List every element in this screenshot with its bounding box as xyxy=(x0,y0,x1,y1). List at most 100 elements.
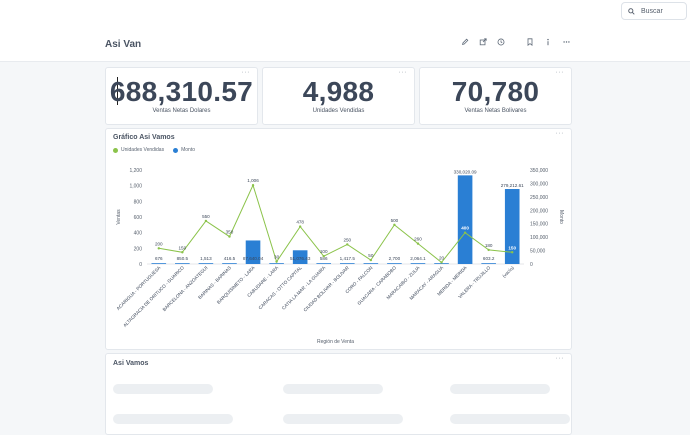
legend-line-swatch xyxy=(113,147,118,153)
left-axis-tick-label: 200 xyxy=(134,246,143,252)
line-point-7 xyxy=(322,254,325,258)
line-data-label: 260 xyxy=(414,237,422,242)
left-axis-tick-label: 600 xyxy=(134,215,143,221)
line-point-6 xyxy=(298,225,302,228)
line-data-label: 550 xyxy=(202,214,210,219)
right-axis-tick-label: 300,000 xyxy=(530,181,548,187)
right-axis-tick-label: 0 xyxy=(530,262,533,268)
line-point-2 xyxy=(204,219,208,223)
more-options-icon[interactable] xyxy=(560,36,572,48)
line-point-8 xyxy=(346,243,349,246)
line-point-14 xyxy=(487,248,490,252)
kpi-more-icon[interactable]: ··· xyxy=(398,69,407,76)
bar-data-label: 51,076.43 xyxy=(290,256,311,261)
kpi-label: Unidades Vendidas xyxy=(312,108,365,114)
bar-0 xyxy=(151,263,167,264)
bar-data-label: 603.2 xyxy=(483,256,495,261)
line-data-label: 150 xyxy=(179,245,187,250)
kpi-value: 70,780 xyxy=(451,76,540,107)
legend-line-label[interactable]: Unidades Vendidas xyxy=(121,147,165,153)
legend-bar-swatch xyxy=(173,147,179,153)
chart-more-icon[interactable]: ··· xyxy=(555,130,564,137)
kpi-label: Ventas Netas Bolivares xyxy=(464,108,527,114)
combo-chart: 0 200 400 600 800 1,000 1,200 0 50,000 100,000 150… xyxy=(116,168,564,345)
search-icon xyxy=(628,7,635,15)
bar-9 xyxy=(363,263,379,264)
search-box[interactable]: Buscar xyxy=(621,2,687,20)
bar-10 xyxy=(387,263,402,264)
loading-placeholder xyxy=(283,384,383,394)
bar-data-label: 676 xyxy=(155,256,163,261)
bar-6 xyxy=(292,250,308,264)
left-axis-tick-label: 400 xyxy=(134,231,143,237)
bottom-card: Asi Vamos ··· xyxy=(105,353,572,435)
text-cursor xyxy=(117,77,118,105)
bar-data-label: 1,513 xyxy=(200,256,212,261)
bar-data-label: 330,020.09 xyxy=(454,169,477,174)
kpi-card-ventas-dolares: ··· 688,310.57 Ventas Netas Dolares xyxy=(105,67,258,125)
line-point-4 xyxy=(251,183,255,187)
line-point-5 xyxy=(275,260,278,263)
loading-placeholder xyxy=(113,384,213,394)
bar-data-label: 279,212.61 xyxy=(501,183,524,188)
info-icon[interactable] xyxy=(542,36,554,48)
line-data-label: 200 xyxy=(155,241,163,246)
bar-2 xyxy=(198,263,214,264)
top-bar: Buscar xyxy=(0,0,690,22)
kpi-card-unidades: ··· 4,988 Unidades Vendidas xyxy=(262,67,415,125)
line-data-label: 478 xyxy=(296,220,304,225)
bar-data-label: 586 xyxy=(320,256,328,261)
chart-card: Gráfico Asi Vamos ··· Unidades Vendidas … xyxy=(105,128,572,350)
bookmark-icon[interactable] xyxy=(524,36,536,48)
category-tick-label: GUACARA - CARABOBO xyxy=(356,265,397,306)
bar-4 xyxy=(245,240,261,264)
loading-placeholder xyxy=(450,384,550,394)
line-point-12 xyxy=(440,261,443,264)
category-tick-label: CATIA LA MAR - LA GUAIRA xyxy=(281,265,327,311)
chart-legend: Unidades Vendidas Monto xyxy=(113,147,195,153)
line-data-label: 180 xyxy=(485,243,493,248)
bar-data-label: 850.5 xyxy=(177,256,189,261)
line-data-label: 500 xyxy=(391,218,399,223)
search-label: Buscar xyxy=(641,7,663,15)
history-icon[interactable] xyxy=(495,36,507,48)
category-tick-label: ACARIGUA - PORTUGUESA xyxy=(116,265,163,312)
bottom-card-more-icon[interactable]: ··· xyxy=(555,355,564,362)
edit-icon[interactable] xyxy=(459,36,471,48)
line-point-0 xyxy=(157,247,160,250)
kpi-label: Ventas Netas Dolares xyxy=(152,108,211,114)
left-axis-tick-label: 0 xyxy=(139,262,142,268)
right-axis-title: Monto xyxy=(558,210,564,224)
bottom-card-title: Asi Vamos xyxy=(113,360,149,367)
kpi-more-icon[interactable]: ··· xyxy=(241,69,250,76)
share-icon[interactable] xyxy=(477,36,489,48)
line-data-label: 400 xyxy=(461,226,469,231)
kpi-value: 688,310.57 xyxy=(109,76,254,107)
bar-14 xyxy=(481,263,496,264)
line-point-13 xyxy=(463,231,467,234)
unidades-line xyxy=(158,183,513,264)
line-point-3 xyxy=(228,235,231,238)
bar-5 xyxy=(269,263,284,264)
kpi-more-icon[interactable]: ··· xyxy=(555,69,564,76)
right-axis-tick-label: 350,000 xyxy=(530,168,548,174)
right-axis-tick-label: 150,000 xyxy=(530,222,548,228)
right-axis-tick-label: 200,000 xyxy=(530,208,548,214)
bar-data-label: 416.5 xyxy=(224,256,236,261)
line-data-label: 100 xyxy=(320,249,328,254)
bar-8 xyxy=(339,263,355,264)
right-axis-tick-label: 100,000 xyxy=(530,235,548,241)
loading-placeholder xyxy=(113,414,233,424)
legend-bar-label[interactable]: Monto xyxy=(181,147,195,153)
line-point-9 xyxy=(369,258,373,262)
bar-15 xyxy=(504,189,520,264)
bar-3 xyxy=(222,263,237,264)
line-data-label: 1,006 xyxy=(247,178,259,183)
left-axis-title: Ventas xyxy=(116,209,122,225)
line-point-15 xyxy=(511,251,514,254)
dashboard-header: Asi Van xyxy=(0,22,690,62)
category-tick-label: CARACAS - OTTO CAPITAL xyxy=(258,265,304,311)
line-data-label: 150 xyxy=(508,245,516,250)
loading-placeholder xyxy=(450,414,570,424)
line-data-label: 20 xyxy=(439,255,445,260)
